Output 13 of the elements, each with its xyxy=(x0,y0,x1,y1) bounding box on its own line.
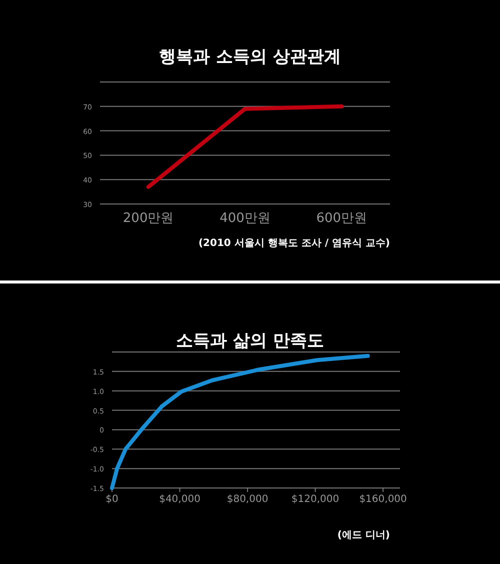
chart-title: 행복과 소득의 상관관계 xyxy=(159,47,341,67)
line-series xyxy=(110,354,370,490)
x-tick-label: 400만원 xyxy=(220,211,270,226)
x-tick-label: 200만원 xyxy=(122,211,174,226)
x-tick-label: $120,000 xyxy=(291,494,340,505)
x-tick-label: $0 xyxy=(106,494,118,505)
x-tick-label: $160,000 xyxy=(359,494,407,505)
text: (2010 서울시 행복도 조사 / 염유식 교수) xyxy=(198,238,390,249)
x-tick-label: 600만원 xyxy=(316,211,368,226)
text: (에드 디너) xyxy=(337,530,390,541)
x-tick-label: $40,000 xyxy=(159,494,200,505)
chart-title: 소득과 삶의 만족도 xyxy=(176,331,324,351)
x-tick-label: $80,000 xyxy=(226,494,268,505)
